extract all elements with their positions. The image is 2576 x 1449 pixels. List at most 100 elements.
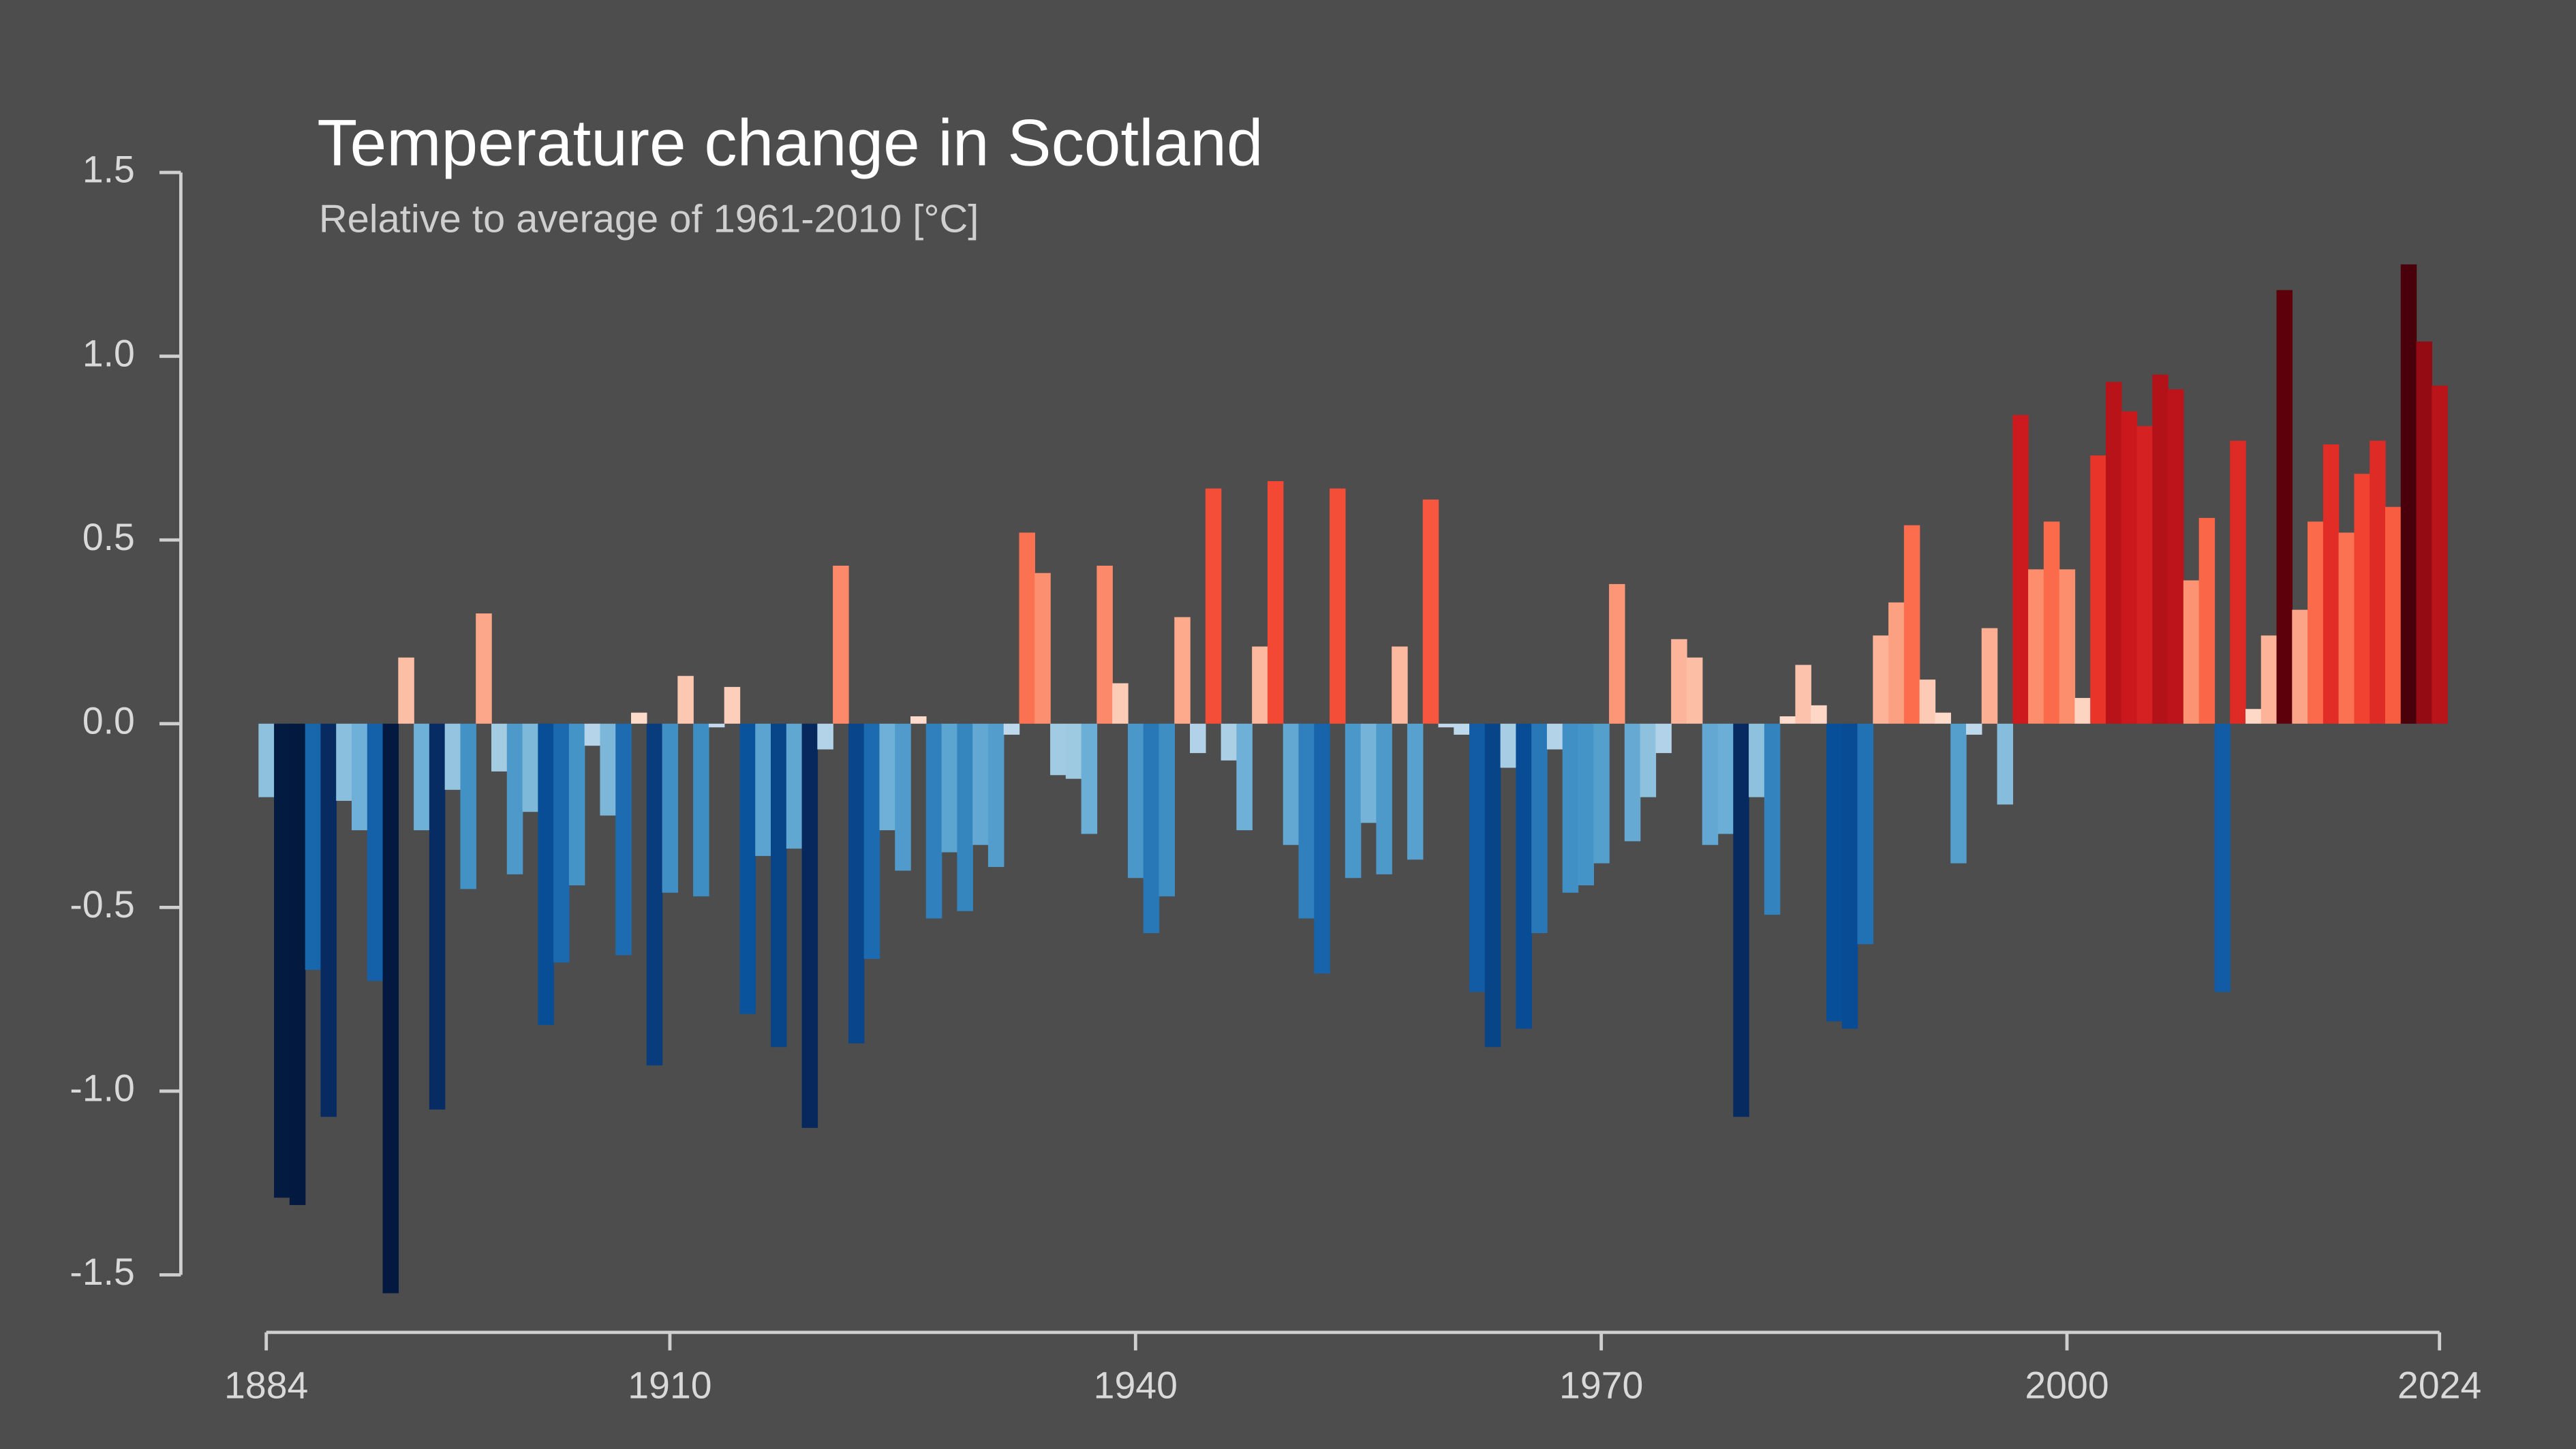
bar (1624, 723, 1641, 842)
bar (2385, 506, 2402, 724)
bar (1174, 617, 1191, 724)
bar (2322, 444, 2340, 724)
x-tick-label: 1884 (224, 1364, 308, 1406)
bar (739, 723, 756, 1014)
bar (258, 723, 275, 797)
bar (1857, 723, 1874, 945)
bar (1454, 723, 1470, 735)
bar (2214, 723, 2230, 992)
bar (568, 723, 585, 886)
bar (2121, 411, 2138, 724)
bar (1314, 723, 1330, 974)
bar (693, 723, 709, 897)
bar (1546, 723, 1563, 750)
bar (1686, 657, 1703, 724)
bar (1267, 481, 1284, 724)
bar (1841, 723, 1858, 1029)
bar (755, 723, 771, 856)
bar (1671, 639, 1687, 724)
bar (1609, 583, 1625, 724)
y-tick-label: -0.5 (70, 883, 134, 926)
bar (1935, 712, 1951, 724)
bar (2090, 455, 2106, 724)
bar (2028, 569, 2044, 724)
bar (1236, 723, 1253, 831)
bar (1003, 723, 1020, 735)
bar (460, 723, 476, 889)
bar (646, 723, 663, 1066)
bar (2245, 709, 2262, 724)
bar (1578, 723, 1595, 886)
bar (1593, 723, 1610, 864)
bar (1981, 628, 1998, 724)
bar (1779, 716, 1796, 724)
bar (925, 723, 942, 919)
bar (1330, 488, 1346, 724)
bar (1422, 499, 1439, 724)
bar (879, 723, 895, 831)
bar (2416, 341, 2433, 724)
bar (1392, 646, 1408, 724)
bar (2105, 382, 2122, 724)
bar (1283, 723, 1300, 845)
bar (1376, 723, 1392, 874)
bar (506, 723, 523, 874)
bar (1764, 723, 1781, 915)
bar (1873, 635, 1889, 724)
bar (289, 723, 306, 1206)
bar (1919, 680, 1936, 724)
bar (1097, 565, 1113, 724)
bar (2370, 440, 2386, 724)
bar (2292, 609, 2308, 724)
bar (833, 565, 849, 724)
bar (1702, 723, 1719, 845)
bar (1655, 723, 1672, 753)
bar (662, 723, 679, 893)
bar (1065, 723, 1082, 779)
x-tick-label: 1910 (628, 1364, 711, 1406)
chart-title: Temperature change in Scotland (317, 106, 1263, 179)
bar (817, 723, 833, 750)
bar (1640, 723, 1657, 797)
bar (2012, 414, 2029, 724)
bar (2400, 264, 2417, 724)
bar (1345, 723, 1362, 879)
bar (1484, 723, 1501, 1048)
x-tick-label: 2024 (2397, 1364, 2481, 1406)
bar (1965, 723, 1982, 735)
bar (336, 723, 352, 802)
y-tick-label: -1.5 (70, 1251, 134, 1293)
y-tick-label: 0.0 (82, 699, 135, 742)
bar (972, 723, 989, 845)
bar (957, 723, 973, 911)
bar (1469, 723, 1486, 992)
x-tick-label: 1940 (1094, 1364, 1178, 1406)
bar (2074, 698, 2091, 724)
bar (1562, 723, 1579, 893)
bar (724, 686, 741, 724)
bar (2338, 532, 2355, 724)
y-tick-label: 1.5 (82, 149, 135, 191)
bar (274, 723, 290, 1198)
bar (615, 723, 632, 956)
y-tick-label: -1.0 (70, 1067, 134, 1110)
bar (2059, 569, 2076, 724)
bar (1531, 723, 1548, 934)
bar (1034, 573, 1051, 724)
bar (801, 723, 818, 1128)
bar (1407, 723, 1424, 860)
bar (1516, 723, 1532, 1029)
bar (863, 723, 880, 959)
bar (2198, 517, 2215, 724)
bar (1795, 665, 1811, 724)
bar (1438, 723, 1454, 728)
bar (2432, 385, 2448, 724)
chart-subtitle: Relative to average of 1961-2010 [°C] (319, 198, 979, 241)
bar (708, 723, 725, 728)
bar (429, 723, 446, 1110)
bar (2168, 389, 2184, 724)
bar (1733, 723, 1749, 1117)
bar (1903, 525, 1920, 724)
bar (1826, 723, 1843, 1022)
bar (1050, 723, 1067, 776)
